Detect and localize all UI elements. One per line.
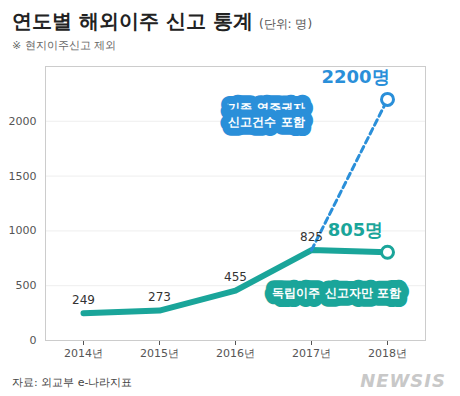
svg-text:2015년: 2015년 <box>140 347 179 360</box>
svg-text:2200명: 2200명 <box>321 66 389 87</box>
svg-text:2014년: 2014년 <box>64 347 103 360</box>
svg-text:2000: 2000 <box>9 115 37 128</box>
svg-text:1000: 1000 <box>9 224 37 237</box>
svg-text:0: 0 <box>30 334 37 347</box>
html-text:자료: 외교부 e-나라지표: 자료: 외교부 e-나라지표 <box>12 376 133 389</box>
svg-text:273: 273 <box>148 290 171 304</box>
svg-text:1500: 1500 <box>9 170 37 183</box>
html-text:연도별 해외이주 신고 통계 (단위: 명): 연도별 해외이주 신고 통계 (단위: 명) <box>12 9 313 33</box>
svg-text:500: 500 <box>16 279 37 292</box>
svg-text:2017년: 2017년 <box>292 347 331 360</box>
html-text:※ 현지이주신고 제외: ※ 현지이주신고 제외 <box>12 39 117 52</box>
html-text:NEWSIS: NEWSIS <box>360 370 446 391</box>
svg-text:독립이주 신고자만 포함: 독립이주 신고자만 포함 <box>272 286 400 300</box>
svg-text:249: 249 <box>72 293 95 307</box>
svg-text:805명: 805명 <box>328 219 384 240</box>
svg-text:2018년: 2018년 <box>368 347 407 360</box>
svg-text:기존 영주권자신고건수 포함: 기존 영주권자신고건수 포함 <box>228 101 304 129</box>
svg-text:455: 455 <box>224 270 247 284</box>
svg-text:825: 825 <box>300 230 323 244</box>
svg-text:2016년: 2016년 <box>216 347 255 360</box>
